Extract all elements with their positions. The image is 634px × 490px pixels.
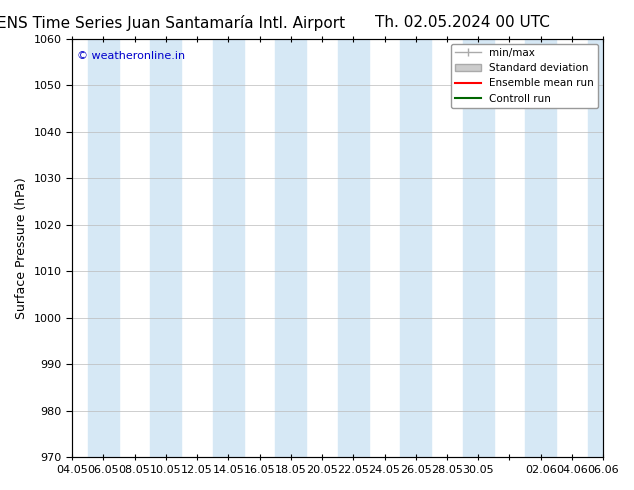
Bar: [338, 39, 369, 457]
Legend: min/max, Standard deviation, Ensemble mean run, Controll run: min/max, Standard deviation, Ensemble me…: [451, 44, 598, 108]
Y-axis label: Surface Pressure (hPa): Surface Pressure (hPa): [15, 177, 28, 319]
Bar: [87, 39, 119, 457]
Bar: [400, 39, 431, 457]
Bar: [588, 39, 619, 457]
Bar: [150, 39, 181, 457]
Bar: [275, 39, 306, 457]
Text: Th. 02.05.2024 00 UTC: Th. 02.05.2024 00 UTC: [375, 15, 550, 30]
Text: ENS Time Series Juan Santamaría Intl. Airport: ENS Time Series Juan Santamaría Intl. Ai…: [0, 15, 346, 31]
Bar: [525, 39, 556, 457]
Bar: [212, 39, 244, 457]
Text: © weatheronline.in: © weatheronline.in: [77, 51, 186, 61]
Bar: [463, 39, 494, 457]
